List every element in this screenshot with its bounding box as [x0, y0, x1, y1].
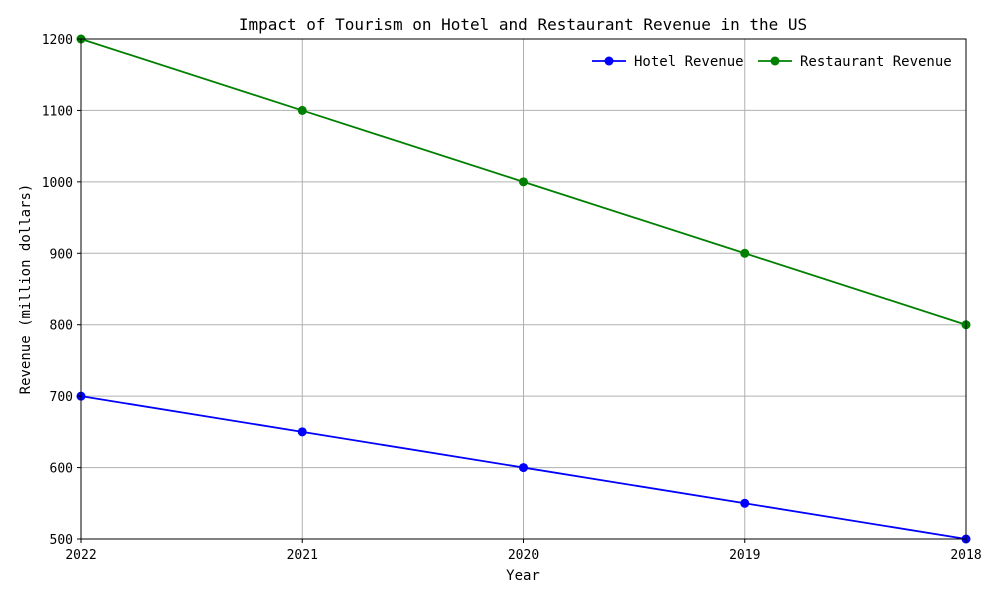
data-point [297, 427, 307, 437]
x-tick-label: 2018 [950, 548, 981, 563]
x-tick-label: 2019 [729, 548, 760, 563]
x-tick-label: 2022 [65, 548, 96, 563]
legend-marker [604, 56, 614, 66]
x-tick-label: 2021 [287, 548, 318, 563]
y-tick-label: 700 [50, 390, 73, 405]
data-point [740, 248, 750, 258]
y-tick-label: 1100 [42, 104, 73, 119]
data-point [740, 498, 750, 508]
y-tick-label: 1000 [42, 176, 73, 191]
data-point [519, 177, 528, 187]
y-tick-label: 900 [50, 247, 73, 262]
chart-title: Impact of Tourism on Hotel and Restauran… [239, 15, 807, 34]
y-tick-label: 500 [50, 533, 73, 548]
x-tick-label: 2020 [508, 548, 539, 563]
y-tick-label: 600 [50, 462, 73, 477]
legend-label: Restaurant Revenue [800, 54, 952, 70]
legend-label: Hotel Revenue [634, 54, 744, 70]
data-point [297, 105, 307, 115]
series-layer [76, 34, 971, 544]
y-axis-label: Revenue (million dollars) [18, 184, 34, 395]
data-point [519, 463, 528, 473]
tick-labels: 2022 2021 2020 2019 2018 500 600 700 800 900 1000 1… [42, 33, 982, 563]
x-axis-label: Year [506, 568, 540, 584]
legend: Hotel Revenue Restaurant Revenue [592, 54, 952, 70]
y-tick-label: 1200 [42, 33, 73, 48]
y-tick-label: 800 [50, 319, 73, 334]
legend-marker [770, 56, 780, 66]
